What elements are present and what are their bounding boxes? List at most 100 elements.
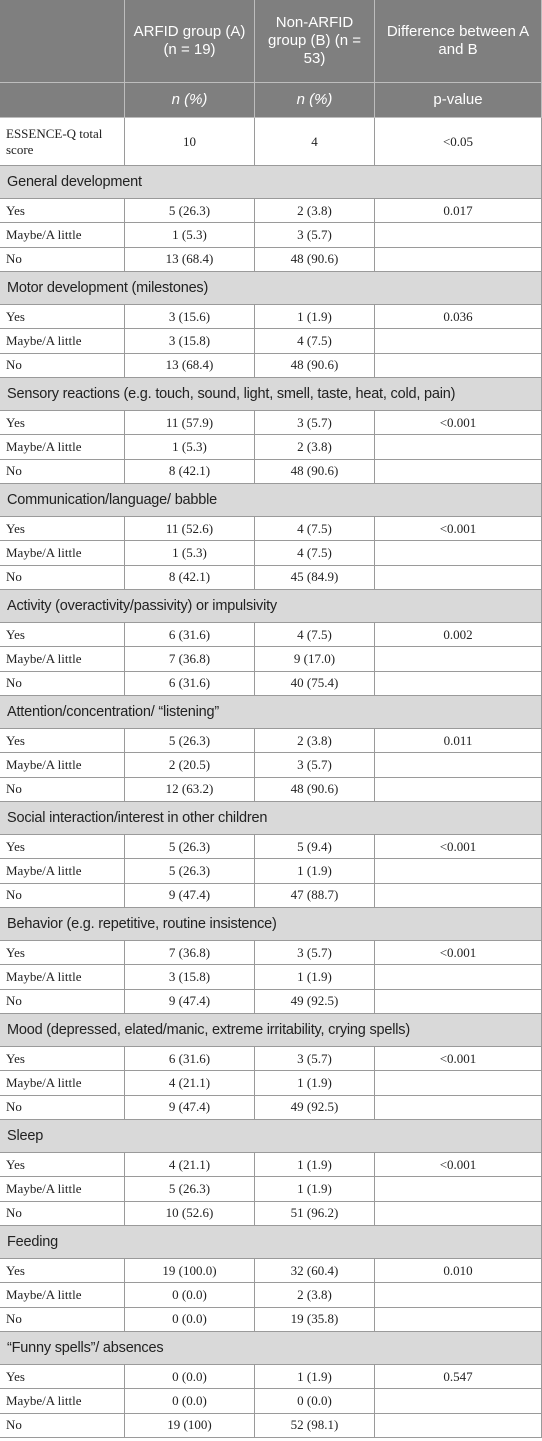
section-title: Communication/language/ babble bbox=[0, 483, 542, 517]
cell bbox=[375, 1201, 542, 1226]
column-header: Non-ARFID group (B) (n = 53) bbox=[255, 0, 375, 83]
cell: 3 (15.8) bbox=[125, 329, 255, 354]
cell: 6 (31.6) bbox=[125, 622, 255, 648]
cell: 3 (5.7) bbox=[255, 753, 375, 778]
row-label: Yes bbox=[0, 940, 125, 966]
row-label: No bbox=[0, 989, 125, 1014]
cell bbox=[375, 883, 542, 908]
cell: 5 (26.3) bbox=[125, 728, 255, 754]
row-label: No bbox=[0, 671, 125, 696]
section-title: Sleep bbox=[0, 1119, 542, 1153]
cell: <0.001 bbox=[375, 834, 542, 860]
cell: <0.05 bbox=[375, 118, 542, 166]
row-label: No bbox=[0, 459, 125, 484]
cell: 7 (36.8) bbox=[125, 647, 255, 672]
cell: 0.547 bbox=[375, 1364, 542, 1390]
row-label: Maybe/A little bbox=[0, 753, 125, 778]
cell: 1 (1.9) bbox=[255, 304, 375, 330]
column-subheader: n (%) bbox=[125, 83, 255, 118]
cell: 3 (15.8) bbox=[125, 965, 255, 990]
section-title: “Funny spells”/ absences bbox=[0, 1331, 542, 1365]
cell: 19 (100) bbox=[125, 1413, 255, 1438]
row-label: Yes bbox=[0, 622, 125, 648]
row-label: Yes bbox=[0, 1152, 125, 1178]
row-label: Maybe/A little bbox=[0, 541, 125, 566]
cell bbox=[375, 965, 542, 990]
cell: 3 (5.7) bbox=[255, 1046, 375, 1072]
row-label: Maybe/A little bbox=[0, 329, 125, 354]
cell: 3 (5.7) bbox=[255, 223, 375, 248]
cell: 1 (1.9) bbox=[255, 965, 375, 990]
cell: 1 (1.9) bbox=[255, 1152, 375, 1178]
row-label: Yes bbox=[0, 516, 125, 542]
cell: 8 (42.1) bbox=[125, 565, 255, 590]
cell bbox=[375, 1071, 542, 1096]
cell: 4 (7.5) bbox=[255, 541, 375, 566]
cell bbox=[375, 1389, 542, 1414]
cell: 1 (5.3) bbox=[125, 435, 255, 460]
column-header bbox=[0, 0, 125, 83]
cell: 49 (92.5) bbox=[255, 989, 375, 1014]
cell: 48 (90.6) bbox=[255, 353, 375, 378]
cell: 45 (84.9) bbox=[255, 565, 375, 590]
row-label: Maybe/A little bbox=[0, 965, 125, 990]
row-label: No bbox=[0, 565, 125, 590]
cell bbox=[375, 1095, 542, 1120]
cell: 1 (1.9) bbox=[255, 1071, 375, 1096]
cell bbox=[375, 671, 542, 696]
cell: 5 (9.4) bbox=[255, 834, 375, 860]
row-label: No bbox=[0, 777, 125, 802]
row-label: No bbox=[0, 247, 125, 272]
section-title: Behavior (e.g. repetitive, routine insis… bbox=[0, 907, 542, 941]
cell: 1 (1.9) bbox=[255, 859, 375, 884]
cell: 48 (90.6) bbox=[255, 777, 375, 802]
cell: 13 (68.4) bbox=[125, 247, 255, 272]
cell: 4 (21.1) bbox=[125, 1152, 255, 1178]
cell: 5 (26.3) bbox=[125, 199, 255, 224]
cell: 4 (7.5) bbox=[255, 516, 375, 542]
cell bbox=[375, 859, 542, 884]
cell: 1 (1.9) bbox=[255, 1177, 375, 1202]
row-label: Maybe/A little bbox=[0, 1177, 125, 1202]
cell: 8 (42.1) bbox=[125, 459, 255, 484]
cell: <0.001 bbox=[375, 1152, 542, 1178]
cell: 4 (7.5) bbox=[255, 622, 375, 648]
cell: 5 (26.3) bbox=[125, 859, 255, 884]
cell: 2 (3.8) bbox=[255, 728, 375, 754]
cell: 48 (90.6) bbox=[255, 459, 375, 484]
row-label: Yes bbox=[0, 199, 125, 224]
cell: 9 (47.4) bbox=[125, 883, 255, 908]
section-title: Attention/concentration/ “listening” bbox=[0, 695, 542, 729]
cell bbox=[375, 1307, 542, 1332]
cell: 2 (3.8) bbox=[255, 1283, 375, 1308]
cell: 5 (26.3) bbox=[125, 834, 255, 860]
cell: 4 (21.1) bbox=[125, 1071, 255, 1096]
section-title: Activity (overactivity/passivity) or imp… bbox=[0, 589, 542, 623]
cell: 0.036 bbox=[375, 304, 542, 330]
row-label: Yes bbox=[0, 304, 125, 330]
cell bbox=[375, 753, 542, 778]
cell bbox=[375, 541, 542, 566]
cell: 4 (7.5) bbox=[255, 329, 375, 354]
row-label: No bbox=[0, 1201, 125, 1226]
cell: 40 (75.4) bbox=[255, 671, 375, 696]
row-label: No bbox=[0, 1413, 125, 1438]
row-label: Yes bbox=[0, 728, 125, 754]
cell: 4 bbox=[255, 118, 375, 166]
cell bbox=[375, 435, 542, 460]
cell: 32 (60.4) bbox=[255, 1258, 375, 1284]
cell: 52 (98.1) bbox=[255, 1413, 375, 1438]
cell: 6 (31.6) bbox=[125, 671, 255, 696]
row-label: Maybe/A little bbox=[0, 1389, 125, 1414]
cell bbox=[375, 565, 542, 590]
cell: 19 (100.0) bbox=[125, 1258, 255, 1284]
column-header: Difference between A and B bbox=[375, 0, 542, 83]
cell: 12 (63.2) bbox=[125, 777, 255, 802]
row-label: Maybe/A little bbox=[0, 435, 125, 460]
cell: 51 (96.2) bbox=[255, 1201, 375, 1226]
column-subheader: n (%) bbox=[255, 83, 375, 118]
cell: 7 (36.8) bbox=[125, 940, 255, 966]
cell: 48 (90.6) bbox=[255, 247, 375, 272]
row-label: ESSENCE-Q total score bbox=[0, 118, 125, 166]
cell: 0.011 bbox=[375, 728, 542, 754]
